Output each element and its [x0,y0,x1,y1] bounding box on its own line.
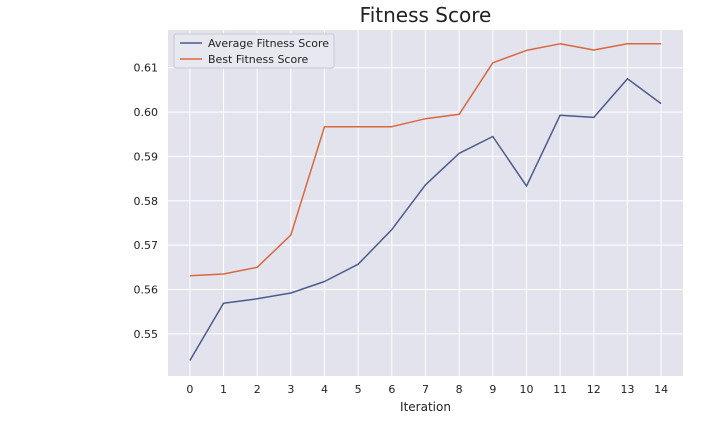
y-tick-label: 0.56 [134,284,159,297]
x-tick-label: 6 [388,383,395,396]
x-tick-label: 0 [186,383,193,396]
legend-label-average: Average Fitness Score [208,37,329,50]
x-tick-labels: 0 1 2 3 4 5 6 7 8 9 10 11 12 13 14 [186,383,668,396]
chart-title: Fitness Score [360,3,492,27]
y-tick-labels: 0.55 0.56 0.57 0.58 0.59 0.60 0.61 [134,62,159,341]
x-tick-label: 9 [489,383,496,396]
legend: Average Fitness Score Best Fitness Score [173,33,335,69]
x-tick-label: 7 [422,383,429,396]
x-axis-label: Iteration [400,400,451,414]
y-tick-label: 0.60 [134,106,159,119]
x-tick-label: 4 [321,383,328,396]
y-tick-label: 0.59 [134,150,159,163]
x-tick-label: 3 [287,383,294,396]
x-tick-label: 8 [456,383,463,396]
best-fitness-line [189,43,662,277]
series-lines [189,43,662,361]
x-tick-label: 1 [220,383,227,396]
legend-label-best: Best Fitness Score [208,53,308,66]
average-fitness-line [189,78,662,361]
x-tick-label: 12 [587,383,601,396]
x-tick-label: 11 [553,383,567,396]
y-tick-label: 0.61 [134,62,159,75]
x-tick-label: 10 [519,383,533,396]
x-tick-label: 14 [654,383,668,396]
grid-lines [168,30,683,376]
y-tick-label: 0.55 [134,328,159,341]
y-tick-label: 0.58 [134,195,159,208]
legend-box [173,33,335,69]
x-tick-label: 2 [254,383,261,396]
x-tick-label: 13 [620,383,634,396]
x-tick-label: 5 [355,383,362,396]
y-tick-label: 0.57 [134,239,159,252]
